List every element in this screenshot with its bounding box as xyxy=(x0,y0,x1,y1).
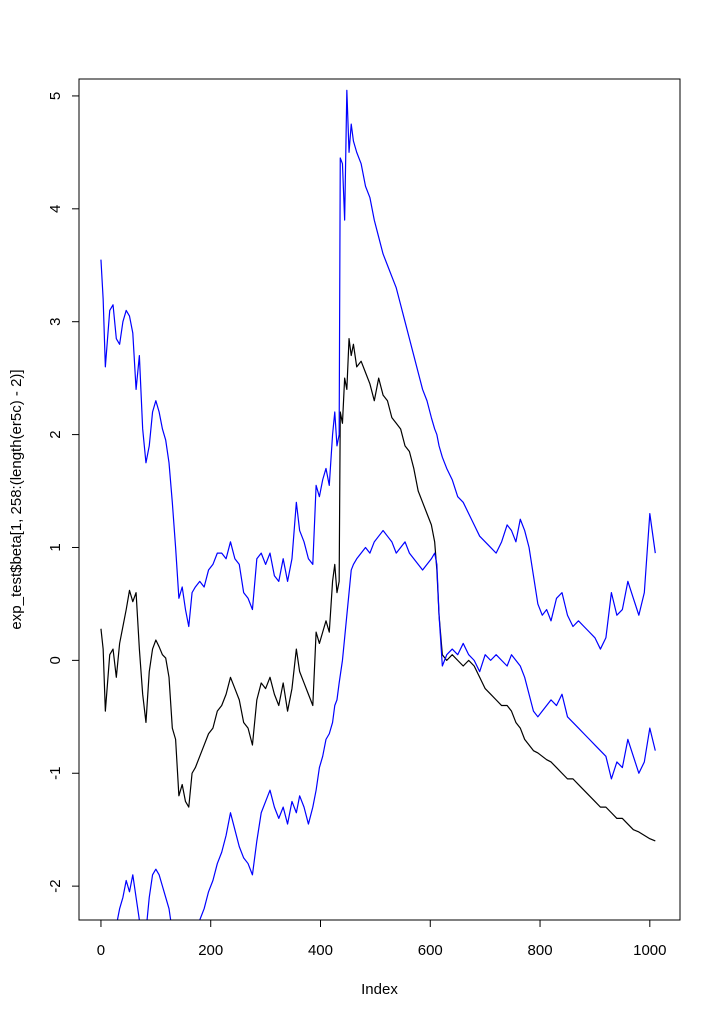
x-axis: 0 200 400 600 800 1000 xyxy=(97,919,667,959)
y-tick-label: 0 xyxy=(47,656,64,664)
y-tick-label: 1 xyxy=(47,543,64,551)
y-tick-label: -2 xyxy=(47,879,64,892)
x-tick-label: 0 xyxy=(97,942,105,959)
y-axis-title: exp_test$beta[1, 258:(length(er5c) - 2)] xyxy=(8,369,25,629)
x-tick-label: 200 xyxy=(198,942,223,959)
y-tick-label: -1 xyxy=(47,767,64,780)
y-tick-label: 2 xyxy=(47,430,64,438)
x-tick-label: 400 xyxy=(308,942,333,959)
x-tick-label: 1000 xyxy=(633,942,666,959)
y-tick-label: 4 xyxy=(47,205,64,213)
x-tick-label: 800 xyxy=(528,942,553,959)
y-tick-label: 5 xyxy=(47,92,64,100)
series-layer xyxy=(100,89,656,920)
series-line-lower xyxy=(116,529,656,920)
x-axis-title: Index xyxy=(361,981,398,998)
y-tick-label: 3 xyxy=(47,318,64,326)
y-axis: -2 -1 0 1 2 3 4 5 xyxy=(47,92,80,893)
series-line-upper xyxy=(100,89,656,650)
series-line-estimate xyxy=(100,338,656,842)
x-tick-label: 600 xyxy=(418,942,443,959)
